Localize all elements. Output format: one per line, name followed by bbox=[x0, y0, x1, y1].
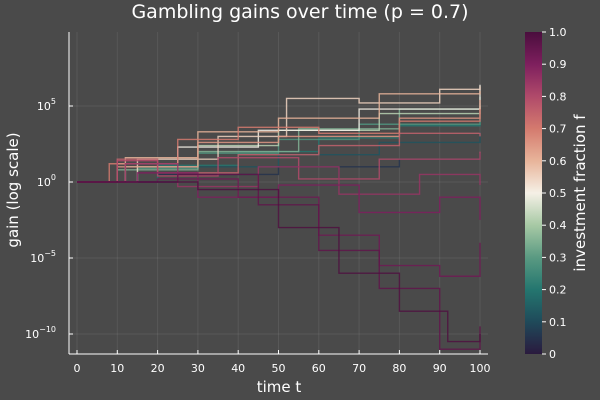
series-line-f-0.85 bbox=[77, 163, 481, 195]
series-line-f-0.96 bbox=[77, 173, 481, 350]
y-tick-label: 10−5 bbox=[30, 249, 56, 265]
x-tick-label: 100 bbox=[470, 362, 491, 375]
colorbar-tick-label: 0.3 bbox=[549, 251, 567, 264]
x-tick-label: 30 bbox=[191, 362, 205, 375]
x-tick-labels: 0 10 20 30 40 50 60 70 80 90 100 bbox=[74, 350, 491, 375]
x-tick-label: 70 bbox=[352, 362, 366, 375]
colorbar-tick-label: 0.1 bbox=[549, 316, 567, 329]
colorbar: 0 0.1 0.2 0.3 0.4 0.5 0.6 0.7 0.8 0.9 1.0 investme… bbox=[525, 26, 589, 361]
x-tick-label: 20 bbox=[151, 362, 165, 375]
colorbar-tick-label: 1.0 bbox=[549, 26, 567, 39]
x-tick-label: 40 bbox=[231, 362, 245, 375]
colorbar-tick-label: 0.8 bbox=[549, 90, 567, 103]
chart-title: Gambling gains over time (p = 0.7) bbox=[131, 1, 468, 23]
colorbar-tick-label: 0.4 bbox=[549, 219, 567, 232]
y-tick-label: 10−10 bbox=[25, 325, 56, 341]
x-tick-label: 90 bbox=[433, 362, 447, 375]
colorbar-tick-label: 0.6 bbox=[549, 155, 567, 168]
y-tick-labels: 105 100 10−5 10−10 bbox=[25, 97, 73, 341]
colorbar-tick-label: 0.9 bbox=[549, 58, 567, 71]
x-tick-label: 60 bbox=[312, 362, 326, 375]
x-tick-label: 0 bbox=[74, 362, 81, 375]
colorbar-gradient bbox=[525, 32, 542, 354]
series-line-f-0.99 bbox=[77, 181, 481, 343]
colorbar-label: investment fraction f bbox=[571, 114, 589, 272]
colorbar-tick-label: 0 bbox=[549, 348, 556, 361]
y-tick-label: 100 bbox=[37, 173, 56, 189]
series-line-f-0.8 bbox=[77, 151, 481, 183]
colorbar-tick-label: 0.7 bbox=[549, 123, 567, 136]
x-tick-label: 10 bbox=[110, 362, 124, 375]
x-tick-label: 50 bbox=[272, 362, 286, 375]
x-axis-label: time t bbox=[257, 378, 302, 396]
colorbar-ticks: 0 0.1 0.2 0.3 0.4 0.5 0.6 0.7 0.8 0.9 1.0 bbox=[542, 26, 567, 361]
x-tick-label: 80 bbox=[392, 362, 406, 375]
series-lines bbox=[77, 84, 481, 350]
y-axis-label: gain (log scale) bbox=[4, 132, 22, 247]
series-line-f-0.9 bbox=[77, 172, 481, 220]
series-line-f-0.75 bbox=[77, 132, 481, 183]
series-line-f-0.7 bbox=[77, 109, 481, 183]
y-tick-label: 105 bbox=[37, 97, 56, 113]
colorbar-tick-label: 0.5 bbox=[549, 187, 567, 200]
colorbar-tick-label: 0.2 bbox=[549, 284, 567, 297]
